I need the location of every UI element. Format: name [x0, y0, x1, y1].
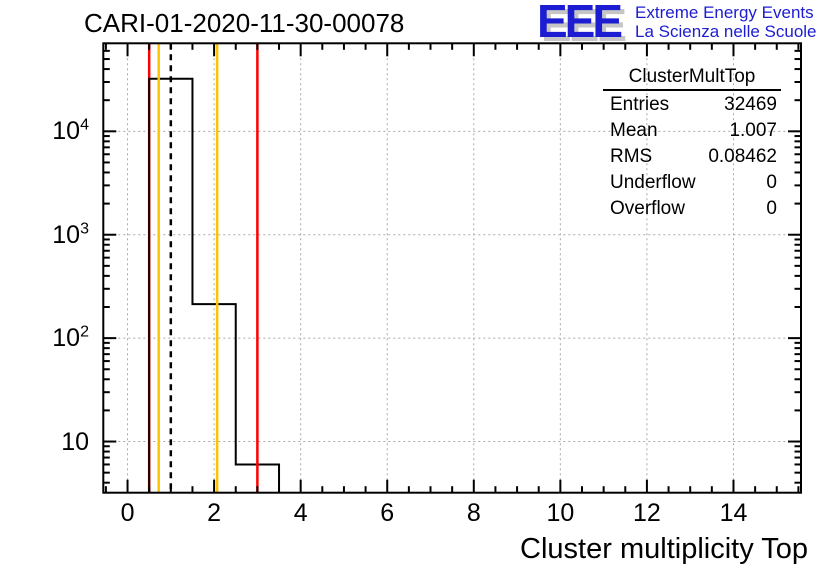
x-tick-label: 14 [719, 499, 748, 527]
stats-row-rms: RMS 0.08462 [603, 144, 781, 170]
logo-line-1: Extreme Energy Events [635, 3, 814, 22]
x-tick-label: 8 [466, 499, 481, 527]
stats-row-underflow: Underflow 0 [603, 170, 781, 196]
stats-value: 32469 [724, 94, 777, 115]
stats-label: Mean [610, 120, 658, 141]
stats-label: Underflow [610, 172, 696, 193]
stats-value: 1.007 [729, 120, 777, 141]
stats-row-mean: Mean 1.007 [603, 118, 781, 144]
y-tick-label: 10 [61, 427, 89, 456]
stats-value: 0 [766, 198, 777, 219]
stats-value: 0 [766, 172, 777, 193]
logo-line-2: La Scienza nelle Scuole [635, 22, 817, 41]
x-tick-label: 10 [546, 499, 575, 527]
x-tick-label: 12 [633, 499, 661, 527]
stats-box: ClusterMultTop Entries 32469 Mean 1.007 … [603, 66, 781, 222]
y-tick-label: 103 [52, 220, 89, 249]
eee-logo: EEE Extreme Energy Events La Scienza nel… [537, 0, 817, 47]
y-tick-label: 102 [52, 323, 89, 353]
x-tick-label: 4 [293, 499, 308, 527]
x-tick-label: 0 [120, 499, 135, 527]
stats-row-entries: Entries 32469 [603, 92, 781, 118]
histogram-path [148, 77, 281, 493]
y-tick-label: 104 [52, 116, 89, 146]
eee-logo-text: Extreme Energy Events La Scienza nelle S… [635, 1, 816, 41]
x-tick-label: 6 [380, 499, 395, 527]
stats-row-overflow: Overflow 0 [603, 196, 781, 222]
stats-label: RMS [610, 146, 653, 167]
x-axis-title: Cluster multiplicity Top [520, 533, 808, 565]
stats-box-title: ClusterMultTop [603, 66, 781, 91]
eee-logo-acronym: EEE [537, 0, 623, 47]
stats-value: 0.08462 [708, 146, 777, 167]
plot-title: CARI-01-2020-11-30-00078 [84, 8, 405, 38]
stats-rows: Entries 32469 Mean 1.007 RMS 0.08462 Und… [603, 92, 781, 222]
stats-label: Entries [610, 94, 670, 115]
stats-label: Overflow [610, 198, 685, 219]
x-tick-label: 2 [207, 499, 222, 527]
